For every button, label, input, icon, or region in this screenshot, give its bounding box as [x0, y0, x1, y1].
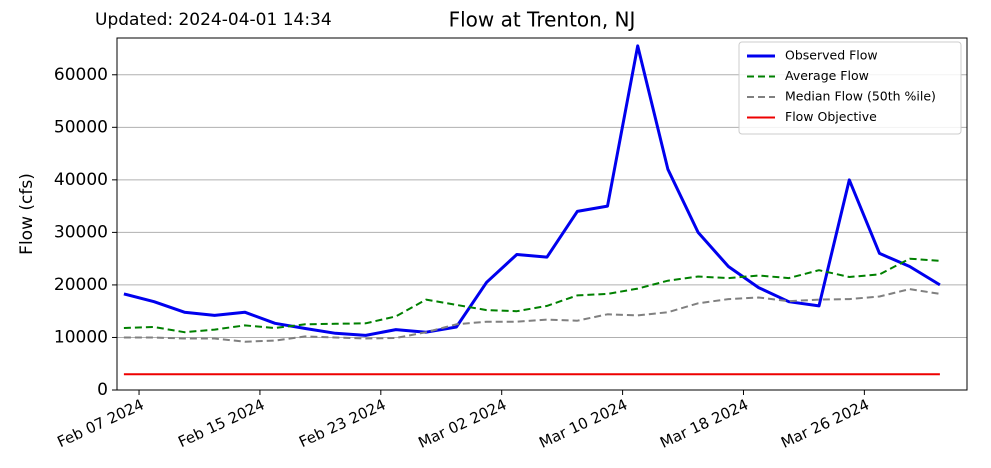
x-tick-label: Mar 18 2024 — [657, 395, 751, 452]
y-tick-label: 0 — [97, 380, 108, 400]
y-tick-label: 20000 — [54, 275, 108, 295]
y-tick-label: 30000 — [54, 222, 108, 242]
legend-label: Average Flow — [785, 68, 869, 83]
x-tick-label: Mar 10 2024 — [536, 395, 630, 452]
chart-title: Flow at Trenton, NJ — [449, 8, 636, 32]
y-tick-label: 40000 — [54, 170, 108, 190]
legend-label: Flow Objective — [785, 109, 877, 124]
x-tick-label: Mar 26 2024 — [778, 395, 872, 452]
plot-frame — [116, 37, 968, 391]
y-axis-label: Flow (cfs) — [17, 173, 37, 255]
plot — [123, 44, 941, 376]
x-tick-label: Feb 23 2024 — [296, 395, 388, 451]
chart-subtitle: Updated: 2024-04-01 14:34 — [95, 10, 332, 30]
y-tick-label: 50000 — [54, 117, 108, 137]
y-tick-label: 10000 — [54, 327, 108, 347]
series-line — [123, 257, 940, 334]
legend-label: Observed Flow — [785, 48, 878, 63]
series-line — [123, 44, 941, 337]
x-tick-label: Mar 02 2024 — [415, 395, 509, 452]
y-tick-label: 60000 — [54, 65, 108, 85]
legend-label: Median Flow (50th %ile) — [785, 89, 936, 104]
series-line — [123, 288, 941, 343]
x-tick-label: Feb 15 2024 — [175, 395, 267, 451]
legend-box — [738, 41, 962, 135]
x-tick-label: Feb 07 2024 — [54, 395, 146, 451]
